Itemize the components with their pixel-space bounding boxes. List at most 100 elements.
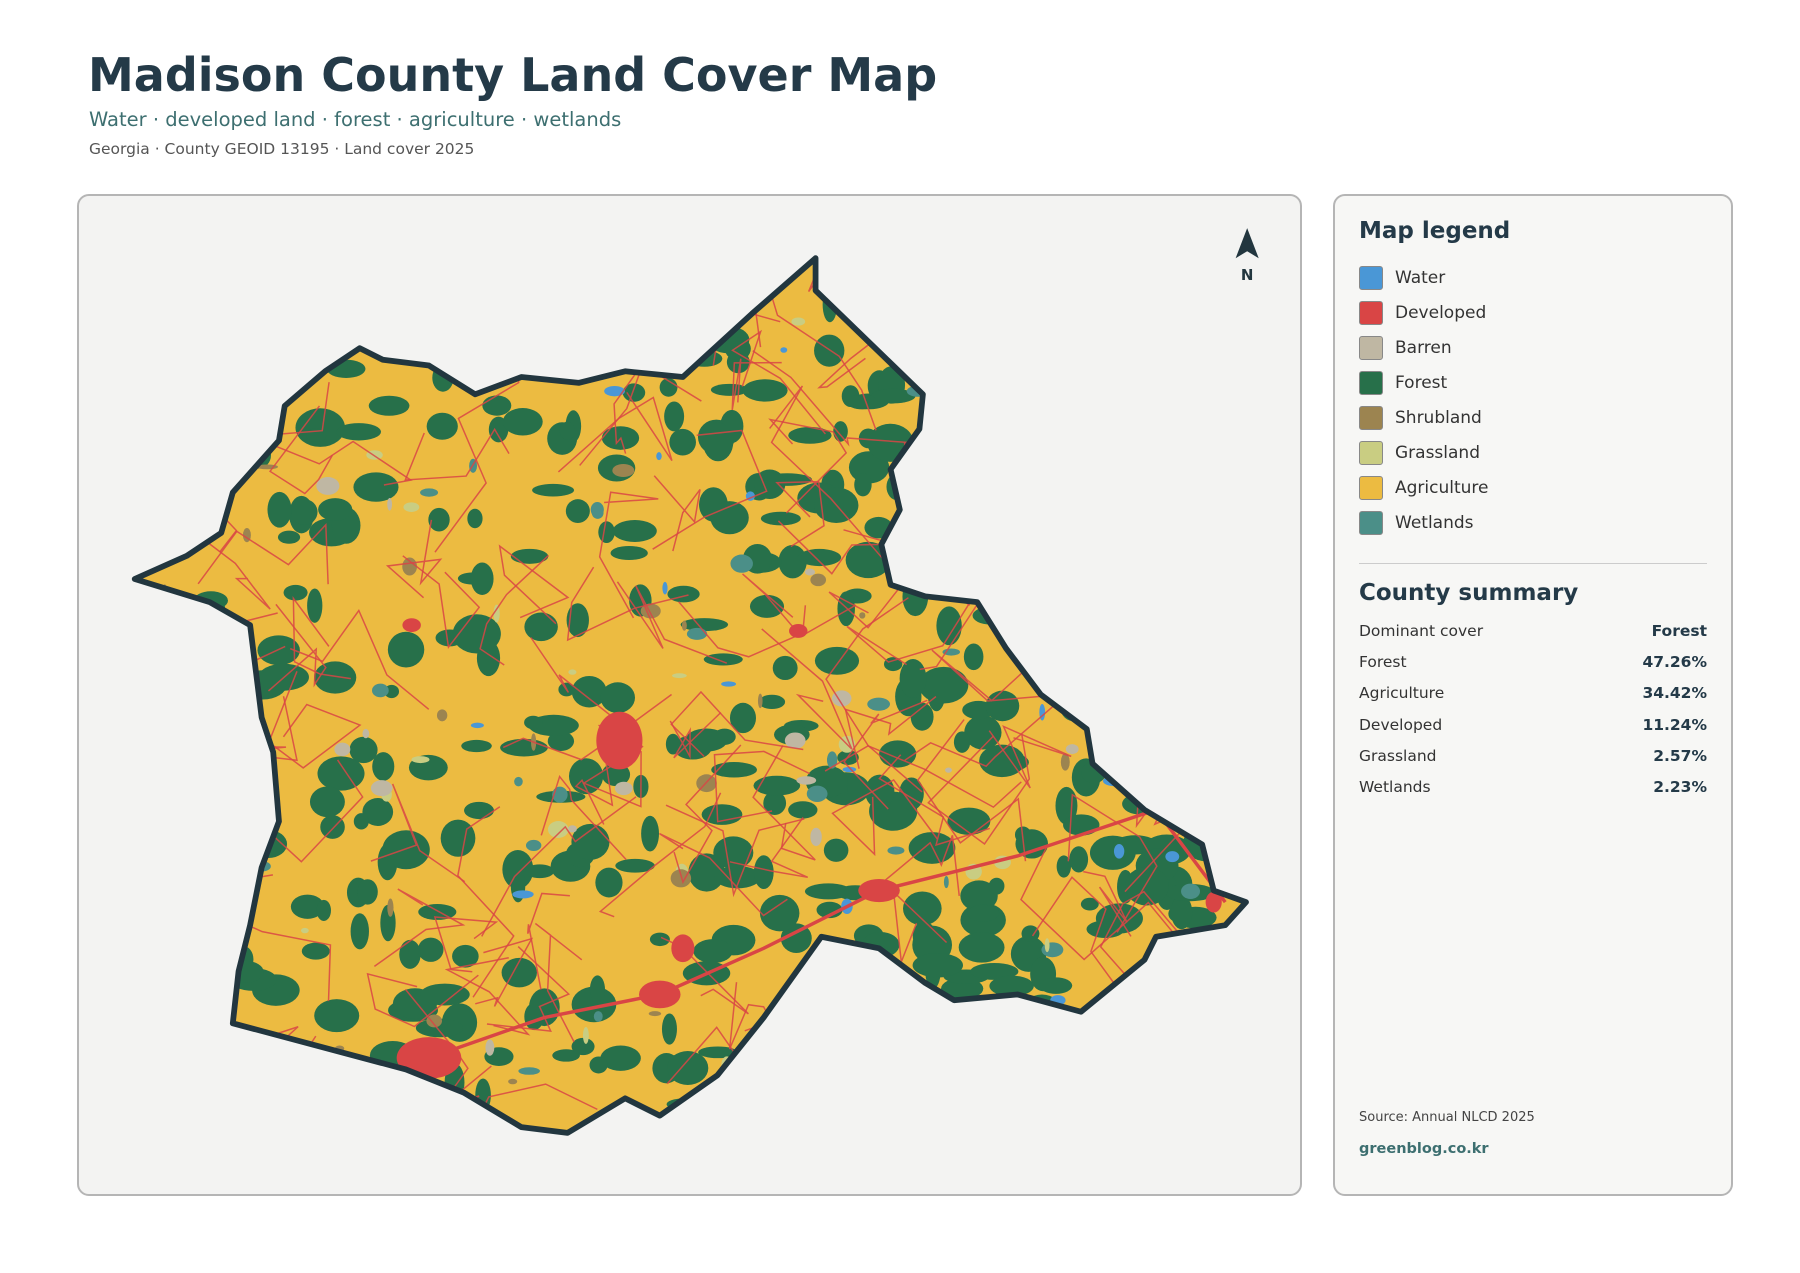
forest-patch — [452, 944, 479, 968]
minor-patch — [686, 627, 708, 640]
town — [639, 980, 681, 1009]
road — [444, 956, 531, 1036]
forest-patch — [989, 975, 1034, 997]
forest-patch — [464, 308, 505, 324]
forest-patch — [1022, 411, 1073, 451]
minor-patch — [593, 1011, 603, 1022]
forest-patch — [992, 1059, 1009, 1074]
road — [613, 350, 652, 454]
forest-patch — [963, 643, 984, 671]
road — [665, 804, 805, 898]
road — [1133, 664, 1189, 743]
road — [817, 325, 894, 389]
forest-patch — [1102, 479, 1132, 502]
source: Source: Annual NLCD 2025 — [1359, 1110, 1535, 1125]
road — [988, 725, 1072, 789]
road — [258, 438, 413, 486]
minor-patch — [439, 313, 456, 319]
road — [527, 892, 570, 990]
town — [858, 879, 900, 903]
forest-patch — [997, 426, 1041, 442]
forest-patch — [210, 258, 250, 281]
forest-patch — [1177, 532, 1227, 569]
forest-patch — [1193, 1089, 1211, 1108]
forest-patch — [544, 283, 569, 319]
forest-patch — [218, 273, 258, 297]
forest-patch — [1168, 1103, 1208, 1133]
forest-patch — [669, 428, 696, 456]
forest-patch — [525, 864, 555, 879]
road — [1089, 603, 1157, 731]
divider — [1359, 563, 1707, 564]
forest-patch — [357, 1084, 388, 1108]
forest-patch — [649, 932, 670, 947]
minor-patch — [1165, 851, 1180, 863]
minor-patch — [140, 1018, 160, 1037]
minor-patch — [149, 340, 164, 351]
forest-patch — [1075, 690, 1096, 714]
forest-patch — [1112, 585, 1142, 623]
forest-patch — [572, 314, 621, 348]
legend-swatch — [1359, 371, 1383, 395]
road — [479, 554, 550, 666]
forest-patch — [780, 923, 812, 953]
road — [1020, 844, 1176, 961]
forest-patch — [1009, 553, 1030, 573]
minor-patch — [955, 465, 978, 480]
forest-patch — [779, 1079, 795, 1112]
minor-patch — [796, 776, 817, 785]
road — [846, 592, 977, 666]
forest-patch — [680, 618, 729, 632]
forest-patch — [197, 750, 249, 788]
forest-patch — [846, 394, 879, 410]
forest-patch — [278, 1100, 313, 1116]
road — [134, 789, 178, 931]
minor-patch — [1044, 938, 1050, 953]
forest-patch — [749, 594, 785, 618]
forest-patch — [1249, 800, 1268, 812]
forest-patch — [372, 752, 395, 781]
road — [696, 258, 762, 259]
road — [134, 608, 180, 659]
minor-patch — [387, 498, 393, 511]
forest-patch — [1065, 288, 1095, 316]
road — [769, 385, 887, 564]
forest-patch — [788, 801, 818, 819]
minor-patch — [695, 297, 712, 305]
forest-patch — [814, 334, 845, 367]
road — [267, 603, 327, 692]
legend-item: Water — [1359, 266, 1445, 290]
minor-patch — [1020, 460, 1037, 473]
minor-patch — [436, 709, 448, 722]
road — [167, 511, 271, 610]
minor-patch — [1181, 883, 1201, 900]
minor-patch — [304, 1119, 327, 1133]
forest-patch — [1063, 814, 1100, 836]
forest-patch — [1034, 497, 1067, 524]
forest-patch — [936, 606, 962, 646]
legend-swatch — [1359, 441, 1383, 465]
road — [1002, 1004, 1122, 1075]
forest-patch — [440, 819, 476, 857]
road — [1031, 344, 1135, 390]
minor-patch — [784, 732, 806, 749]
minor-patch — [721, 681, 737, 687]
minor-patch — [470, 366, 478, 381]
forest-patch — [685, 728, 728, 752]
forest-patch — [1213, 564, 1247, 599]
forest-patch — [423, 1110, 438, 1124]
forest-patch — [1146, 386, 1175, 423]
subtitle: Water · developed land · forest · agricu… — [89, 108, 622, 131]
forest-patch — [134, 783, 182, 803]
forest-patch — [428, 507, 450, 532]
map: N — [131, 228, 1268, 1136]
forest-patch — [1084, 607, 1126, 642]
road — [742, 573, 857, 638]
forest-patch — [173, 890, 190, 913]
forest-patch — [615, 858, 655, 873]
minor-patch — [1037, 402, 1045, 417]
forest-patch — [1110, 357, 1151, 397]
forest-patch — [1015, 829, 1049, 859]
forest-patch — [923, 559, 972, 582]
